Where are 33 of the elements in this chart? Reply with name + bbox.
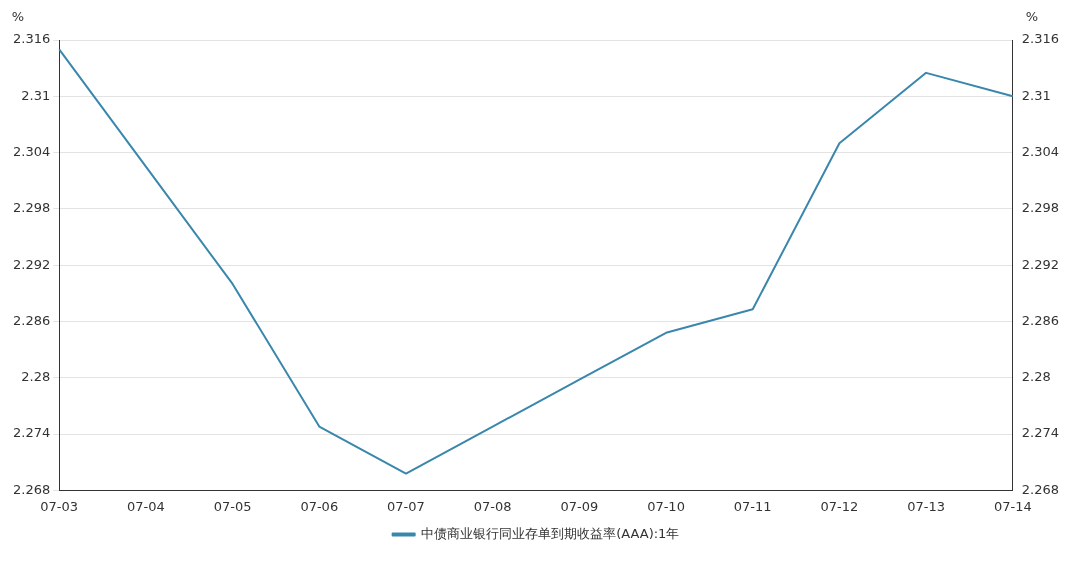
y-axis-title: %: [11, 9, 25, 25]
x-tick-label: 07-11: [733, 498, 772, 514]
x-tick-label: 07-10: [647, 498, 685, 514]
x-tick-label: 07-06: [300, 498, 339, 514]
y2-tick-label: 2.286: [1021, 312, 1059, 328]
y-tick-label: 2.316: [13, 31, 51, 47]
y-tick-label: 2.286: [13, 312, 51, 328]
y2-tick-label: 2.304: [1021, 143, 1059, 159]
x-tick-label: 07-05: [213, 498, 252, 514]
y2-tick-label: 2.274: [1021, 425, 1059, 441]
y2-axis-title: %: [1025, 9, 1039, 25]
legend-label: 中债商业银行同业存单到期收益率(AAA):1年: [421, 525, 680, 541]
y-tick-label: 2.298: [13, 200, 51, 216]
y-tick-label: 2.268: [13, 481, 51, 497]
x-tick-label: 07-08: [473, 498, 512, 514]
x-tick-label: 07-12: [820, 498, 859, 514]
y-tick-label: 2.292: [13, 256, 51, 272]
y2-tick-label: 2.31: [1021, 87, 1051, 103]
y-tick-label: 2.31: [21, 87, 51, 103]
y2-tick-label: 2.298: [1021, 200, 1059, 216]
x-tick-label: 07-09: [560, 498, 599, 514]
y2-tick-label: 2.292: [1021, 256, 1059, 272]
x-tick-label: 07-13: [907, 498, 945, 514]
x-tick-label: 07-03: [40, 498, 79, 514]
y2-tick-label: 2.268: [1021, 481, 1059, 497]
x-tick-label: 07-14: [993, 498, 1032, 514]
y-tick-label: 2.304: [13, 143, 51, 159]
y-tick-label: 2.274: [13, 425, 51, 441]
y2-tick-label: 2.316: [1021, 31, 1059, 47]
x-tick-label: 07-07: [387, 498, 425, 514]
y-tick-label: 2.28: [21, 369, 51, 385]
x-tick-label: 07-04: [127, 498, 165, 514]
y2-tick-label: 2.28: [1021, 369, 1051, 385]
